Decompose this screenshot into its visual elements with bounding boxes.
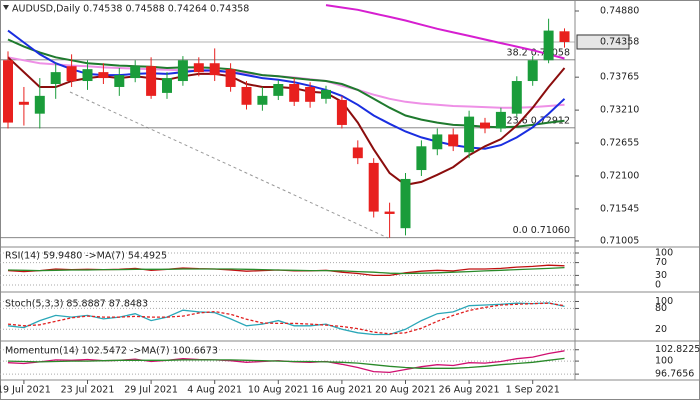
indicator-line	[7, 302, 565, 335]
candle-body	[305, 86, 316, 102]
candle-body	[464, 116, 475, 153]
candle-body	[130, 66, 141, 79]
panel-title: RSI(14) 59.9480 ->MA(7) 54.4925	[5, 251, 167, 262]
y-tick-label: 100	[655, 296, 673, 307]
candle-body	[543, 30, 554, 61]
candle-body	[527, 60, 538, 82]
last-price-label: 0.74358	[600, 36, 639, 47]
candle-body	[416, 146, 427, 171]
y-tick-label: 0.73765	[600, 72, 639, 83]
y-tick-label: 0.73210	[600, 105, 639, 116]
x-tick-label: 4 Aug 2021	[187, 385, 242, 396]
candle-body	[273, 84, 284, 96]
candle-body	[98, 72, 109, 79]
y-tick-label: 100	[655, 356, 673, 367]
fib-label: 23.6 0.72912	[507, 115, 570, 126]
y-tick-label: 30	[655, 270, 667, 281]
candle-body	[400, 178, 411, 229]
candle-body	[114, 75, 125, 87]
y-tick-label: 0.71545	[600, 203, 639, 214]
candle-body	[209, 63, 220, 76]
x-tick-label: 23 Jul 2021	[61, 385, 115, 396]
candle-body	[82, 69, 93, 82]
candle-body	[34, 95, 45, 114]
candle-body	[384, 211, 395, 214]
y-tick-label: 0.71005	[600, 235, 639, 246]
title-icon	[3, 5, 9, 10]
y-tick-label: 0.72655	[600, 138, 639, 149]
candle-body	[18, 101, 29, 105]
candle-body	[368, 162, 379, 212]
candle-body	[289, 84, 300, 102]
candle-body	[448, 134, 459, 147]
fib-label: 0.0 0.71060	[513, 225, 570, 236]
y-tick-label: 80	[655, 303, 667, 314]
y-tick-label: 0.74880	[600, 6, 639, 17]
candle-body	[511, 81, 522, 114]
candle-body	[432, 134, 443, 150]
indicator-line	[7, 266, 565, 275]
candle-body	[177, 60, 188, 82]
candle-body	[193, 63, 204, 73]
x-tick-label: 16 Aug 2021	[311, 385, 372, 396]
chart-title: AUDUSD,Daily 0.74538 0.74588 0.74264 0.7…	[12, 4, 249, 15]
y-tick-label: 100	[655, 248, 673, 259]
candle-body	[495, 111, 506, 129]
candle-body	[146, 66, 157, 96]
panel-title: Stoch(5,3,3) 85.8887 87.8483	[5, 299, 148, 310]
indicator-line	[7, 357, 565, 369]
candle-body	[559, 31, 570, 42]
y-tick-label: 20	[655, 324, 667, 335]
candle-body	[321, 89, 331, 99]
candle-body	[336, 100, 347, 125]
fib-trendline	[69, 91, 389, 239]
y-tick-label: 96.7656	[655, 369, 694, 380]
x-tick-label: 19 Jul 2021	[0, 385, 51, 396]
y-tick-label: 0	[655, 279, 661, 290]
candle-body	[352, 147, 363, 159]
candle-body	[480, 122, 490, 129]
candle-body	[162, 78, 172, 93]
last-price-box	[576, 34, 630, 50]
x-tick-label: 29 Jul 2021	[124, 385, 178, 396]
candle-body	[66, 66, 77, 82]
candle-body	[3, 60, 13, 123]
y-tick-label: 0.72100	[600, 170, 639, 181]
indicator-line	[325, 4, 565, 60]
x-tick-label: 1 Sep 2021	[506, 385, 560, 396]
y-tick-label: 102.8225	[655, 344, 700, 355]
panel-title: Momentum(14) 102.5472 ->MA(7) 100.6673	[5, 346, 218, 357]
x-tick-label: 26 Aug 2021	[439, 385, 500, 396]
candle-body	[257, 95, 268, 105]
candle-body	[225, 69, 236, 87]
candle-body	[50, 72, 61, 84]
x-tick-label: 20 Aug 2021	[375, 385, 436, 396]
x-tick-label: 10 Aug 2021	[248, 385, 309, 396]
y-tick-label: 70	[655, 257, 667, 268]
fib-label: 38.2 0.74058	[507, 47, 570, 58]
candle-body	[241, 86, 252, 105]
